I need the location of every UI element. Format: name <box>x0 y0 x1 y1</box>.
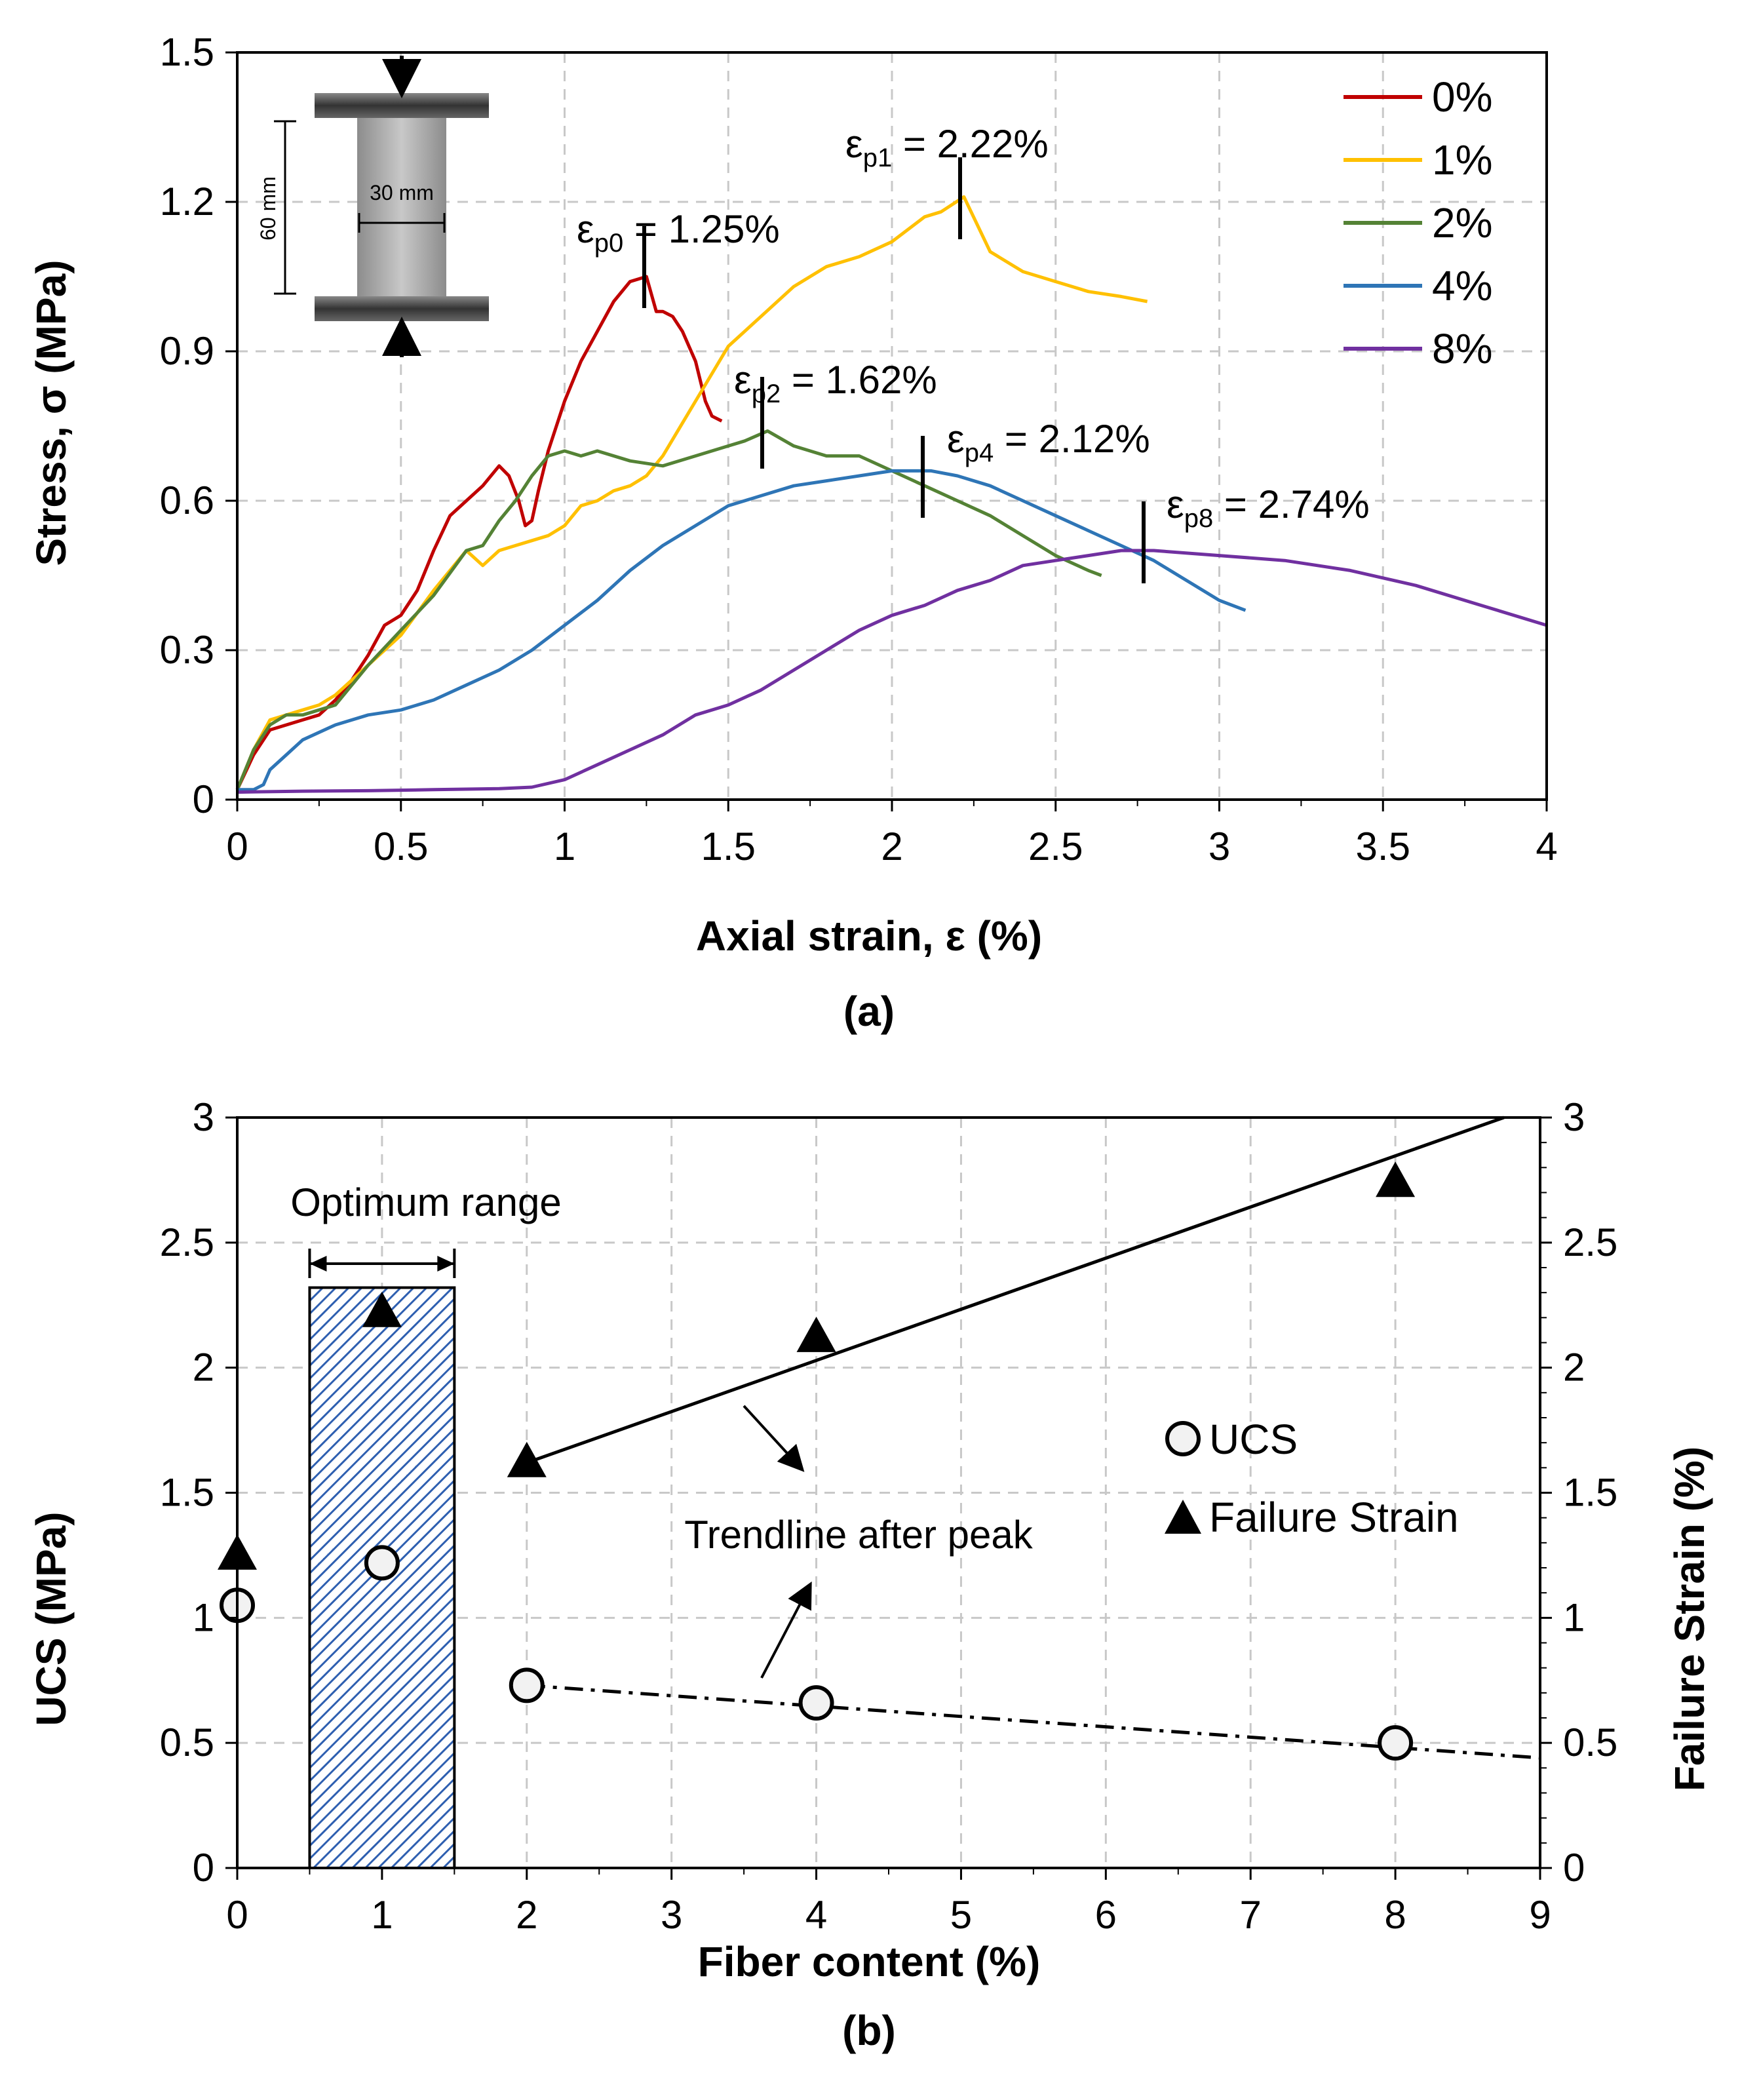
trend-arrow-up-icon <box>743 1405 805 1472</box>
y-tick-label: 1.5 <box>160 30 214 74</box>
ucs-strain-chart: 0 1 2 3 4 5 6 7 8 90 00.5 0.51 11.5 1.52 22.5 2.53 3 Opt… <box>28 1095 1713 2054</box>
ucs-point <box>364 1545 400 1581</box>
x-tick-label: 5 <box>950 1893 972 1937</box>
legend-label: 1% <box>1432 136 1493 184</box>
specimen-inset: 60 mm 30 mm <box>256 56 489 357</box>
panel-a-label: (a) <box>843 988 895 1035</box>
y2-tick-label: 1.5 <box>1563 1471 1617 1515</box>
y2-tick-label: 0 <box>1563 1846 1585 1890</box>
y2-tick-label: 2 <box>1563 1346 1585 1390</box>
trendline-annotation: Trendline after peak <box>684 1513 1033 1557</box>
trendline-ucs <box>526 1683 1541 1760</box>
x-tick-label: 0.5 <box>374 825 428 868</box>
y2-tick-label: 3 <box>1563 1095 1585 1139</box>
legend-ucs-marker <box>1165 1421 1201 1456</box>
series-0pct <box>235 275 723 790</box>
x-tick-label: 2 <box>516 1893 537 1937</box>
legend-label: 4% <box>1432 262 1493 309</box>
y-tick-label: 0.6 <box>160 478 214 522</box>
failure-strain-point <box>796 1316 836 1352</box>
y2-tick-label: 1 <box>1563 1595 1585 1639</box>
series-4pct <box>237 469 1247 792</box>
width-label: 30 mm <box>370 181 434 204</box>
y-tick-label: 0 <box>193 1846 214 1890</box>
failure-strain-point <box>1376 1161 1416 1197</box>
legend-label: 8% <box>1432 325 1493 372</box>
y-tick-label: 3 <box>193 1095 214 1139</box>
x-axis-title: Axial strain, ε (%) <box>696 912 1042 960</box>
legend-strain-marker <box>1165 1500 1201 1534</box>
x-tick-label: 4 <box>1536 825 1557 868</box>
panel-b-label: (b) <box>842 2007 896 2054</box>
peak-annotations: εp0 = 1.25% εp1 = 2.22% εp2 = 1.62%εp4 = 2… <box>577 122 1370 583</box>
optimum-range-label: Optimum range <box>290 1180 562 1224</box>
y-tick-label: 1.5 <box>160 1471 214 1515</box>
plot-frame <box>236 51 1548 801</box>
y-tick-label: 0.5 <box>160 1721 214 1764</box>
series-1pct <box>235 195 1148 790</box>
x-tick-label: 2.5 <box>1028 825 1083 868</box>
x-tick-label: 0 <box>226 1893 248 1937</box>
legend: 0% 1% 2% 4% 8% <box>1343 73 1493 372</box>
y-tick-label: 0.9 <box>160 329 214 373</box>
y-tick-label: 2 <box>193 1346 214 1390</box>
series-8pct <box>237 549 1547 794</box>
stress-strain-chart: εp0 = 1.25% εp1 = 2.22% εp2 = 1.62%εp4 = 2… <box>28 30 1558 1035</box>
peak-label: εp2 = 1.62% <box>734 358 937 408</box>
grid <box>237 52 1547 800</box>
top-platen <box>315 93 489 118</box>
tick-labels: 0 1 2 3 4 5 6 7 8 90 00.5 0.51 11.5 1.52 22.5 2.53 3 <box>160 1095 1618 1937</box>
peak-label: εp8 = 2.74% <box>1167 482 1370 533</box>
trendline-failure-strain <box>526 1116 1505 1465</box>
axes <box>225 51 1548 811</box>
x-tick-label: 9 <box>1529 1893 1551 1937</box>
peak-label: εp1 = 2.22% <box>845 122 1049 172</box>
tick-labels: 0 0.5 1 1.5 2 2.5 3 3.5 4 0 0.3 0.6 0.9 1.2 1.5 <box>160 30 1558 868</box>
x-tick-label: 1 <box>554 825 575 868</box>
x-tick-label: 1 <box>371 1893 393 1937</box>
plot-frame <box>236 1116 1541 1869</box>
failure-strain-point <box>362 1291 402 1327</box>
x-axis-title: Fiber content (%) <box>698 1938 1041 1985</box>
y-tick-label: 0.3 <box>160 628 214 672</box>
trend-arrow-down-icon <box>760 1581 812 1679</box>
ucs-point <box>509 1667 545 1703</box>
x-tick-label: 6 <box>1095 1893 1117 1937</box>
x-tick-label: 1.5 <box>701 825 756 868</box>
data-markers <box>218 1161 1416 1761</box>
y-axis-title: Stress, σ (MPa) <box>28 260 75 566</box>
y-tick-label: 0 <box>193 777 214 821</box>
x-tick-label: 0 <box>226 825 248 868</box>
y-tick-label: 1.2 <box>160 180 214 224</box>
bottom-platen <box>315 296 489 321</box>
y-tick-label: 1 <box>193 1595 214 1639</box>
y2-tick-label: 0.5 <box>1563 1721 1617 1764</box>
y-axis-title: UCS (MPa) <box>28 1511 75 1726</box>
peak-label: εp0 = 1.25% <box>577 207 780 258</box>
legend-label: 2% <box>1432 199 1493 246</box>
legend-strain-label: Failure Strain <box>1209 1494 1459 1541</box>
x-tick-label: 4 <box>805 1893 827 1937</box>
ucs-point <box>798 1685 834 1721</box>
peak-label: εp4 = 2.12% <box>947 417 1150 467</box>
legend-label: 0% <box>1432 73 1493 121</box>
x-tick-label: 7 <box>1240 1893 1262 1937</box>
x-tick-label: 3.5 <box>1356 825 1410 868</box>
failure-strain-point <box>507 1441 547 1477</box>
ucs-point <box>1378 1725 1414 1761</box>
y-tick-label: 2.5 <box>160 1220 214 1264</box>
series-2pct <box>235 429 1102 790</box>
specimen <box>357 118 446 296</box>
axes <box>225 1116 1552 1880</box>
y2-axis-title: Failure Strain (%) <box>1666 1447 1713 1791</box>
height-label: 60 mm <box>256 176 280 241</box>
x-tick-label: 8 <box>1384 1893 1406 1937</box>
y2-tick-label: 2.5 <box>1563 1220 1617 1264</box>
legend-ucs-label: UCS <box>1209 1416 1298 1463</box>
x-tick-label: 3 <box>661 1893 682 1937</box>
x-tick-label: 2 <box>881 825 902 868</box>
x-tick-label: 3 <box>1208 825 1230 868</box>
legend: UCS Failure Strain <box>1165 1416 1459 1541</box>
